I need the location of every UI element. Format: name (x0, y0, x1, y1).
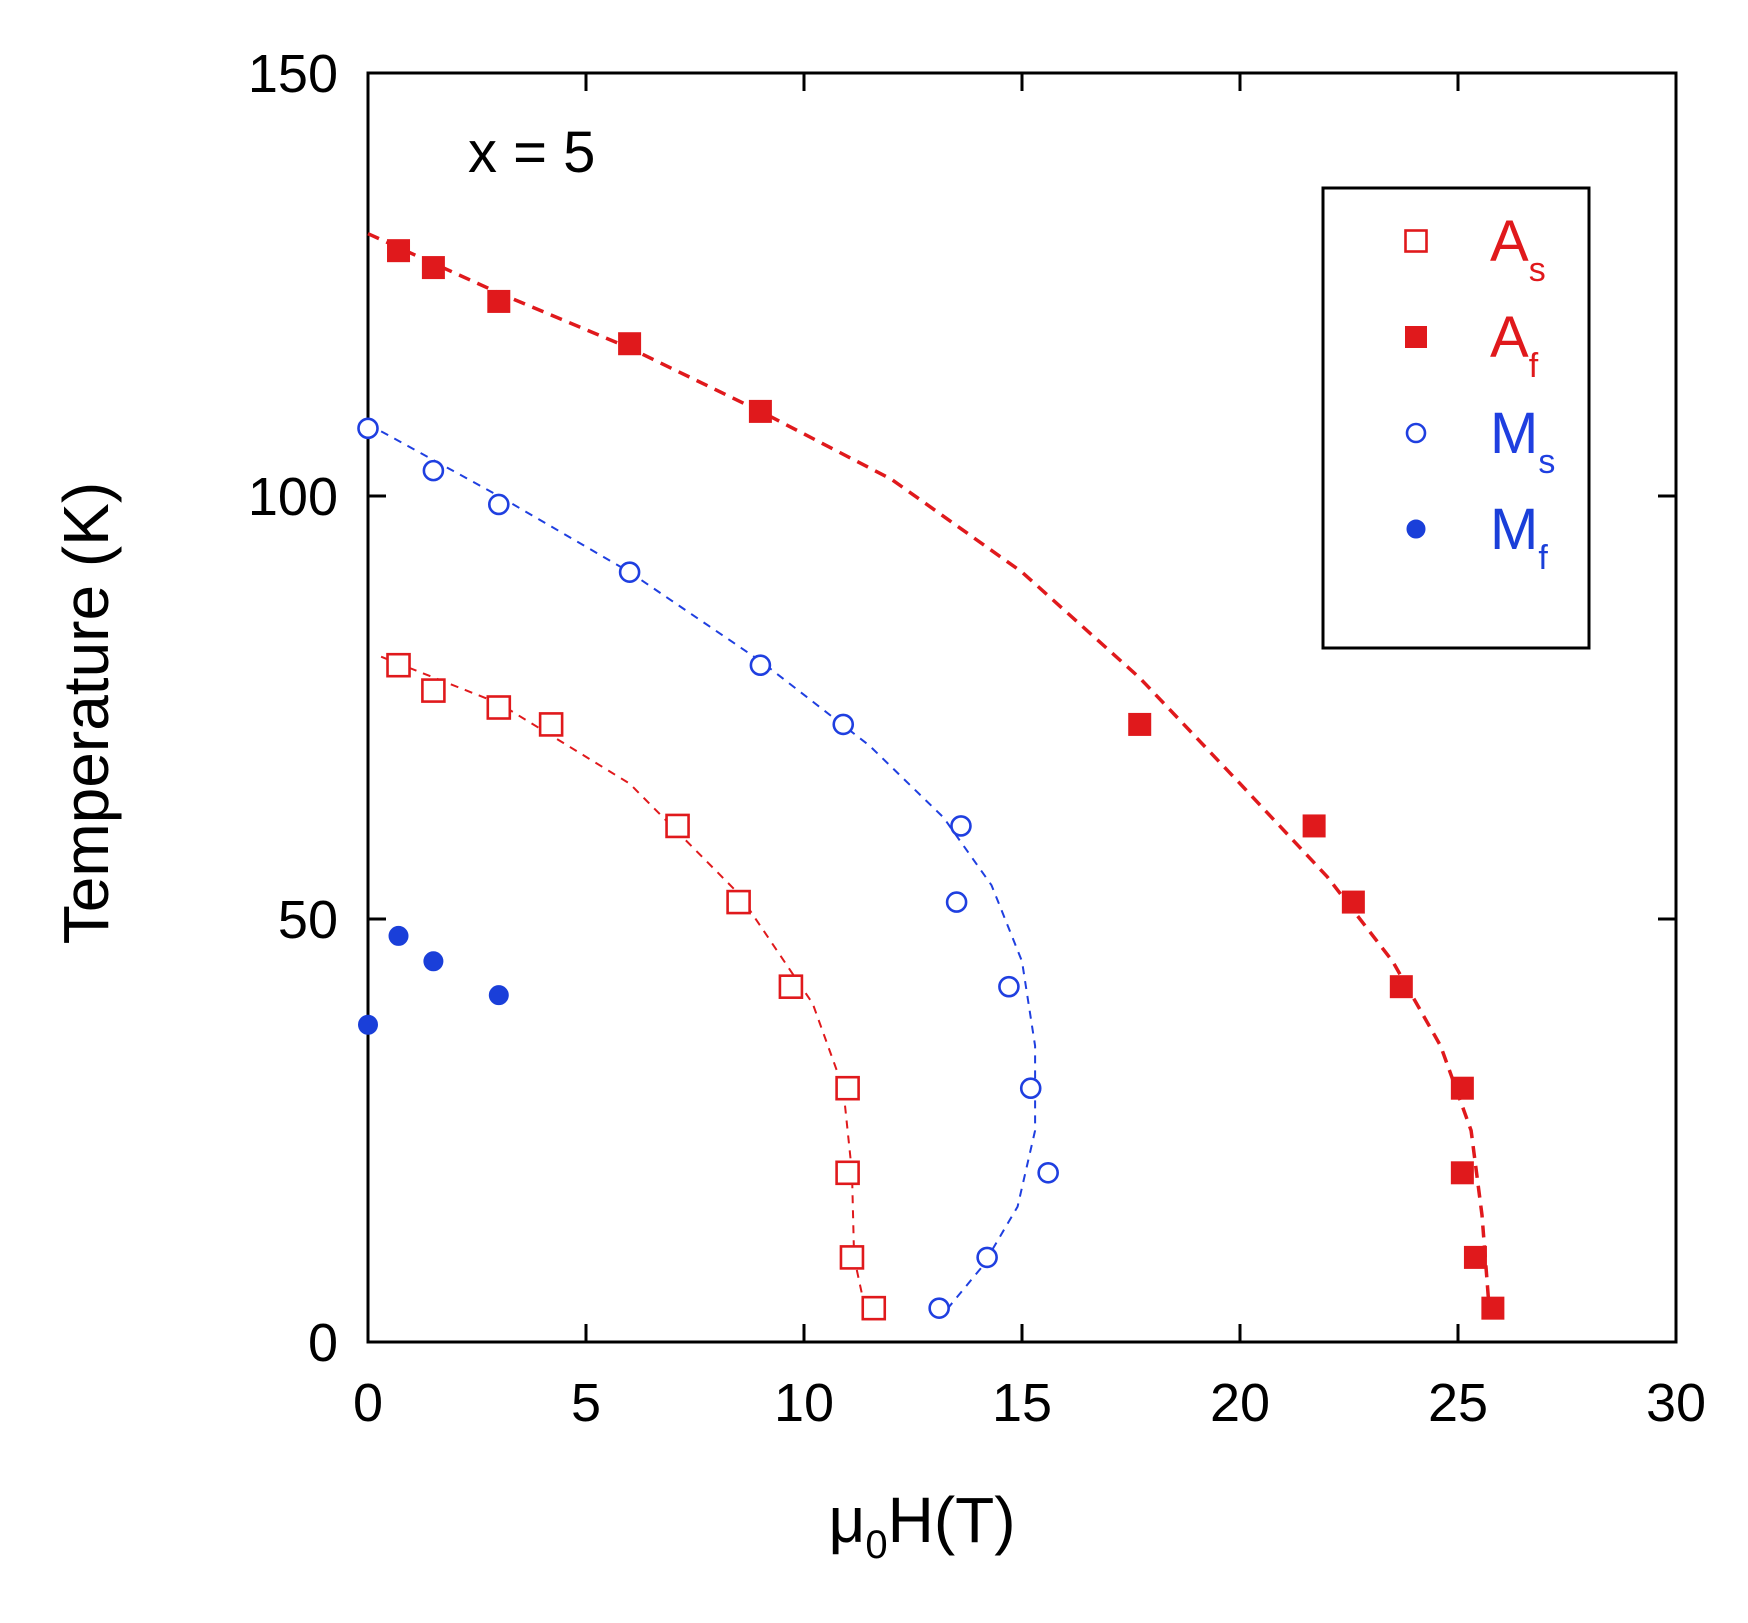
data-point-a-s (837, 1162, 859, 1184)
legend-box (1323, 188, 1589, 648)
data-point-m-f (389, 926, 408, 945)
data-point-a-f (749, 400, 771, 422)
phase-diagram-chart: 0 5 10 15 20 25 30 0 50 100 150 x = 5 Temperature … (0, 0, 1748, 1623)
data-point-a-s (540, 713, 562, 735)
data-point-a-f (1451, 1162, 1473, 1184)
data-point-a-f (488, 290, 510, 312)
data-point-m-s (930, 1299, 949, 1318)
legend-marker (1407, 520, 1425, 538)
data-point-m-s (620, 563, 639, 582)
y-tick-label: 0 (308, 1313, 338, 1373)
data-point-a-f (1129, 713, 1151, 735)
data-point-m-s (424, 461, 443, 480)
data-point-m-f (359, 1015, 378, 1034)
x-tick-label: 5 (571, 1373, 601, 1433)
data-point-a-s (728, 891, 750, 913)
data-point-m-f (424, 952, 443, 971)
legend-marker (1406, 327, 1427, 348)
data-point-a-s (841, 1246, 863, 1268)
data-point-m-f (489, 986, 508, 1005)
data-point-a-s (863, 1297, 885, 1319)
data-point-m-s (1039, 1163, 1058, 1182)
x-tick-label: 25 (1428, 1373, 1488, 1433)
x-tick-label: 30 (1646, 1373, 1706, 1433)
data-point-m-s (489, 495, 508, 514)
data-point-a-s (780, 976, 802, 998)
data-point-a-s (667, 815, 689, 837)
annotation-x5: x = 5 (468, 120, 595, 185)
data-point-a-f (1303, 815, 1325, 837)
x-tick-label: 0 (353, 1373, 383, 1433)
legend-marker (1406, 231, 1427, 252)
y-axis-title: Temperature (K) (50, 482, 122, 944)
data-point-a-f (1390, 976, 1412, 998)
series-a-s (388, 654, 885, 1319)
data-point-m-s (751, 656, 770, 675)
fit-curve-a-f (368, 234, 1489, 1300)
data-point-a-f (1342, 891, 1364, 913)
x-axis-title: μ0H(T) (828, 1484, 1015, 1567)
data-point-a-f (1482, 1297, 1504, 1319)
data-point-a-s (388, 654, 410, 676)
y-tick-label: 100 (248, 467, 338, 527)
x-tick-label: 15 (992, 1373, 1052, 1433)
data-point-m-s (999, 977, 1018, 996)
data-point-m-s (1021, 1079, 1040, 1098)
series-m-f (359, 926, 509, 1034)
data-point-m-s (978, 1248, 997, 1267)
data-point-a-f (1464, 1246, 1486, 1268)
x-axis-title-mu: μ (828, 1484, 865, 1556)
x-tick-label: 20 (1210, 1373, 1270, 1433)
x-axis-title-sub: 0 (865, 1523, 887, 1567)
data-point-a-f (1451, 1077, 1473, 1099)
data-point-m-s (834, 715, 853, 734)
data-point-m-s (359, 419, 378, 438)
data-point-a-f (388, 240, 410, 262)
data-point-a-s (422, 680, 444, 702)
data-point-a-s (488, 697, 510, 719)
data-point-m-s (951, 816, 970, 835)
data-point-a-f (422, 257, 444, 279)
y-tick-label: 150 (248, 44, 338, 104)
fit-curves (368, 234, 1489, 1309)
x-tick-label: 10 (774, 1373, 834, 1433)
fit-curve-m-s (368, 424, 1035, 1308)
data-point-a-s (837, 1077, 859, 1099)
data-point-m-s (947, 893, 966, 912)
data-point-a-f (619, 333, 641, 355)
legend-marker (1407, 424, 1425, 442)
series-m-s (359, 419, 1058, 1318)
y-tick-label: 50 (278, 890, 338, 950)
x-axis-title-rest: H(T) (888, 1484, 1016, 1556)
